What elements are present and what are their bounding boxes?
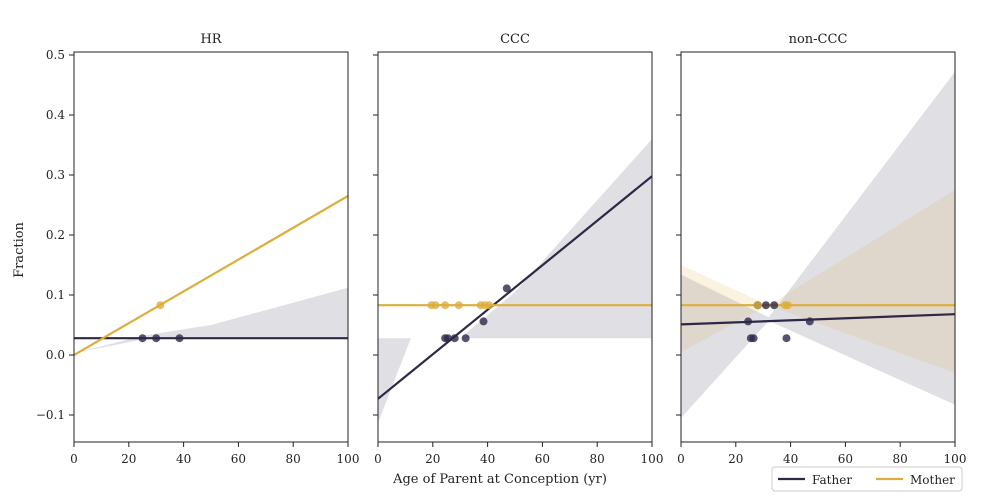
x-tick-label: 80 xyxy=(286,452,301,466)
panel-title: CCC xyxy=(500,32,530,47)
x-tick-label: 20 xyxy=(728,452,743,466)
axes-frame xyxy=(377,51,653,443)
x-tick-label: 80 xyxy=(893,452,908,466)
text-labels: 0 20 40 60 80 100 −0.1 0.0 0.1 0.2 0.3 0.4 0.5 HR 0 20 4… xyxy=(12,32,966,487)
data-point-mother xyxy=(783,301,792,310)
ci-band-father xyxy=(681,71,955,419)
x-tick-label: 20 xyxy=(121,452,136,466)
data-point-father xyxy=(450,334,459,343)
data-point-father xyxy=(138,334,147,343)
x-tick-label: 100 xyxy=(337,452,360,466)
data-point-father xyxy=(175,334,184,343)
y-tick-label: 0.0 xyxy=(46,348,65,362)
data-point-mother xyxy=(454,301,463,310)
data-point-father xyxy=(782,334,791,343)
data-point-father xyxy=(770,301,779,310)
x-tick-label: 0 xyxy=(677,452,685,466)
y-tick-label: 0.4 xyxy=(46,108,65,122)
axes-frame xyxy=(680,51,956,443)
ci-band-mother xyxy=(681,190,955,373)
data-point-father xyxy=(749,334,758,343)
ci-band-father xyxy=(74,287,348,354)
axes-frame xyxy=(73,51,349,443)
data-point-mother xyxy=(156,301,165,310)
data-point-father xyxy=(461,334,470,343)
x-tick-label: 0 xyxy=(70,452,78,466)
panel-title: non-CCC xyxy=(789,32,848,47)
panel-title: HR xyxy=(200,32,222,47)
x-tick-label: 40 xyxy=(783,452,798,466)
y-tick-label: 0.5 xyxy=(46,48,65,62)
y-tick-label: −0.1 xyxy=(36,408,65,422)
data-point-mother xyxy=(484,301,493,310)
x-tick-label: 100 xyxy=(944,452,967,466)
ci-band-father xyxy=(378,139,652,423)
legend: Father Mother xyxy=(771,466,963,492)
x-tick-label: 60 xyxy=(535,452,550,466)
x-tick-label: 100 xyxy=(641,452,664,466)
regression-lines xyxy=(74,175,955,400)
data-point-father xyxy=(152,334,161,343)
x-tick-label: 20 xyxy=(425,452,440,466)
x-axis-label: Age of Parent at Conception (yr) xyxy=(392,472,607,487)
regression-line-father xyxy=(681,313,955,326)
y-tick-label: 0.1 xyxy=(46,288,65,302)
axis-ticks xyxy=(69,54,956,447)
y-tick-label: 0.2 xyxy=(46,228,65,242)
x-tick-label: 80 xyxy=(590,452,605,466)
confidence-bands xyxy=(74,71,955,423)
y-tick-label: 0.3 xyxy=(46,168,65,182)
x-tick-label: 60 xyxy=(838,452,853,466)
data-point-mother xyxy=(753,301,762,310)
data-point-father xyxy=(443,334,452,343)
x-tick-label: 0 xyxy=(374,452,382,466)
data-point-father xyxy=(744,317,753,326)
legend-label-father: Father xyxy=(812,473,852,487)
regression-line-father xyxy=(378,175,652,400)
legend-box xyxy=(771,466,963,492)
regression-line-mother xyxy=(74,195,348,356)
data-point-father xyxy=(805,317,814,326)
y-axis-label: Fraction xyxy=(12,221,27,277)
legend-label-mother: Mother xyxy=(910,473,955,487)
data-point-mother xyxy=(441,301,450,310)
x-tick-label: 40 xyxy=(176,452,191,466)
x-tick-label: 40 xyxy=(480,452,495,466)
data-point-father xyxy=(479,317,488,326)
data-point-father xyxy=(761,301,770,310)
x-tick-label: 60 xyxy=(231,452,246,466)
data-point-father xyxy=(502,284,511,293)
data-points xyxy=(138,284,814,343)
data-point-mother xyxy=(431,301,440,310)
axes-frames xyxy=(73,51,956,443)
